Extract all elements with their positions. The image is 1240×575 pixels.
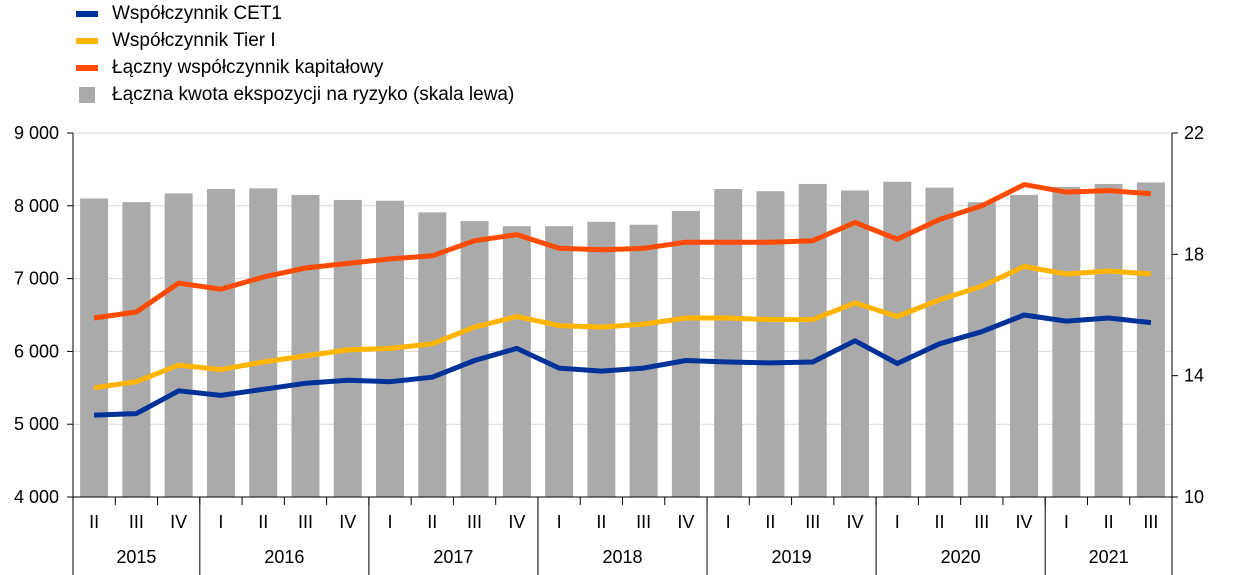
quarter-label: I: [388, 512, 393, 532]
left-tick-label: 5 000: [14, 414, 59, 434]
quarter-label: III: [129, 512, 144, 532]
line-tier1: [93, 264, 1152, 391]
quarter-label: III: [1143, 512, 1158, 532]
legend-swatch-total: [76, 64, 98, 71]
quarter-label: II: [765, 512, 775, 532]
legend-swatch-tier1: [76, 37, 98, 44]
bar-rwa: [798, 183, 827, 497]
legend-item-tier1: Współczynnik Tier I: [76, 27, 514, 54]
bar-rwa: [1094, 183, 1123, 497]
quarter-label: II: [427, 512, 437, 532]
bar-rwa: [1136, 182, 1165, 497]
right-tick-label: 14: [1184, 366, 1204, 386]
quarter-label: II: [89, 512, 99, 532]
line-total: [93, 182, 1152, 321]
quarter-label: II: [258, 512, 268, 532]
quarter-label: II: [935, 512, 945, 532]
quarter-label: III: [805, 512, 820, 532]
legend-item-rwa: Łączna kwota ekspozycji na ryzyko (skala…: [76, 81, 514, 108]
quarter-label: IV: [170, 512, 187, 532]
left-tick-label: 6 000: [14, 341, 59, 361]
right-tick-label: 10: [1184, 487, 1204, 507]
bar-rwa: [502, 226, 531, 497]
left-tick-label: 7 000: [14, 269, 59, 289]
right-tick-label: 22: [1184, 123, 1204, 143]
legend-item-cet1: Współczynnik CET1: [76, 0, 514, 27]
quarter-label: III: [298, 512, 313, 532]
year-label: 2017: [433, 547, 473, 567]
quarter-label: I: [895, 512, 900, 532]
quarter-label: IV: [339, 512, 356, 532]
bar-rwa: [967, 202, 996, 497]
right-tick-label: 18: [1184, 244, 1204, 264]
bar-rwa: [80, 198, 109, 497]
year-label: 2021: [1089, 547, 1129, 567]
quarter-label: II: [596, 512, 606, 532]
quarter-label: I: [218, 512, 223, 532]
left-tick-label: 9 000: [14, 123, 59, 143]
bar-rwa: [122, 202, 151, 497]
legend-swatch-rwa: [79, 86, 95, 103]
quarter-label: IV: [677, 512, 694, 532]
quarter-label: I: [557, 512, 562, 532]
bar-rwa: [291, 194, 320, 497]
quarter-label: III: [467, 512, 482, 532]
year-label: 2018: [602, 547, 642, 567]
bar-rwa: [206, 189, 235, 497]
bar-rwa: [1052, 186, 1081, 497]
legend-label-tier1: Współczynnik Tier I: [112, 29, 276, 51]
bar-rwa: [671, 210, 700, 497]
quarter-label: IV: [846, 512, 863, 532]
left-tick-label: 4 000: [14, 487, 59, 507]
legend-label-total: Łączny współczynnik kapitałowy: [112, 56, 384, 78]
quarter-label: II: [1104, 512, 1114, 532]
year-label: 2019: [772, 547, 812, 567]
legend-item-total: Łączny współczynnik kapitałowy: [76, 54, 514, 81]
bar-rwa: [249, 188, 278, 497]
left-tick-label: 8 000: [14, 196, 59, 216]
year-label: 2016: [264, 547, 304, 567]
bar-rwa: [629, 224, 658, 497]
legend: Współczynnik CET1 Współczynnik Tier I Łą…: [76, 0, 514, 108]
quarter-label: III: [636, 512, 651, 532]
bar-rwa: [587, 221, 616, 498]
bar-rwa: [883, 181, 912, 497]
legend-swatch-cet1: [76, 10, 98, 17]
quarter-label: I: [1064, 512, 1069, 532]
quarter-label: IV: [1016, 512, 1033, 532]
year-label: 2015: [116, 547, 156, 567]
bar-rwa: [164, 193, 193, 497]
line-cet1: [94, 312, 1152, 418]
bar-rwa: [756, 191, 785, 498]
quarter-label: I: [726, 512, 731, 532]
quarter-label: III: [974, 512, 989, 532]
bar-rwa: [418, 212, 447, 498]
year-label: 2020: [941, 547, 981, 567]
legend-label-cet1: Współczynnik CET1: [112, 2, 282, 24]
bar-rwa: [714, 189, 743, 497]
legend-label-rwa: Łączna kwota ekspozycji na ryzyko (skala…: [112, 83, 515, 105]
quarter-label: IV: [508, 512, 525, 532]
bar-rwa: [1010, 194, 1039, 497]
